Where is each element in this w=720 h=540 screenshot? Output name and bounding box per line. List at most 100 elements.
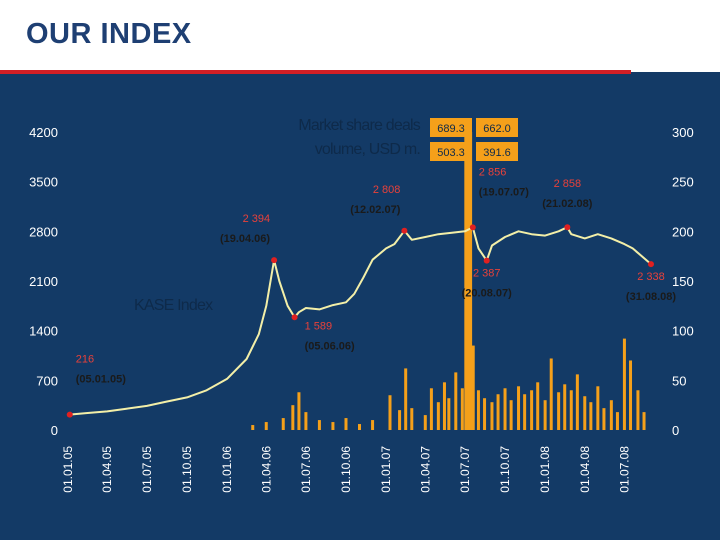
volume-callout-box (430, 118, 472, 137)
volume-callout-value: 391.6 (483, 147, 511, 159)
volume-bar (583, 396, 587, 430)
annotation-date: (21.02.08) (542, 198, 592, 210)
x-tick-label: 01.07.06 (299, 446, 313, 493)
volume-bars (251, 132, 646, 430)
x-tick-label: 01.04.07 (418, 446, 432, 493)
volume-bar (543, 400, 547, 430)
volume-series-label-line1: Market share deals (298, 117, 420, 134)
kase-index-chart: 0 700 1400 2100 2800 3500 4200 0 50 100 150 200 250… (29, 117, 694, 493)
volume-bar (589, 402, 593, 430)
volume-bar (251, 425, 255, 430)
volume-bar (530, 390, 534, 430)
x-tick-label: 01.10.06 (339, 446, 353, 493)
x-tick-label: 01.04.06 (259, 446, 273, 493)
index-series-label: KASE Index (134, 297, 213, 314)
annotation-labels: 216 (05.01.05) 2 394 (19.04.06) 1 589 (05.06.… (76, 166, 677, 385)
annotation-marker (291, 314, 298, 321)
left-tick-label: 1400 (29, 324, 58, 339)
annotation-date: (05.01.05) (76, 374, 126, 386)
volume-bar (609, 400, 613, 430)
annotation-value: 1 589 (305, 320, 333, 332)
volume-bar (398, 410, 402, 430)
annotation-marker (271, 257, 278, 264)
annotation-date: (20.08.07) (462, 288, 512, 300)
volume-bar (388, 395, 392, 430)
volume-bar (476, 390, 480, 430)
volume-bar (602, 408, 606, 430)
volume-callout-box (430, 142, 472, 161)
annotation-value: 216 (76, 354, 94, 366)
annotation-markers (66, 224, 654, 418)
volume-bar (549, 358, 553, 430)
annotation-value: 2 387 (473, 268, 501, 280)
volume-bar (642, 412, 646, 430)
left-tick-label: 2100 (29, 274, 58, 289)
x-tick-label: 01.04.08 (578, 446, 592, 493)
right-tick-label: 50 (672, 373, 686, 388)
volume-bar (636, 390, 640, 430)
volume-bar (358, 424, 361, 430)
volume-bar (436, 402, 440, 430)
volume-bar (429, 388, 433, 430)
volume-bar (629, 360, 633, 430)
volume-bar (523, 394, 527, 430)
volume-bar (503, 388, 507, 430)
volume-bar (490, 402, 494, 430)
volume-bar (483, 398, 487, 430)
volume-bar (423, 415, 427, 430)
volume-bar (264, 422, 268, 430)
volume-callout-box (476, 118, 518, 137)
x-tick-label: 01.01.06 (220, 446, 234, 493)
volume-bar (331, 422, 335, 430)
x-tick-label: 01.10.07 (498, 446, 512, 493)
x-tick-label: 01.07.05 (140, 446, 154, 493)
annotation-marker (648, 261, 654, 268)
volume-callout-box (476, 142, 518, 161)
volume-bar (471, 345, 475, 430)
header-band (0, 0, 720, 72)
volume-bar (467, 132, 471, 430)
annotation-marker (469, 224, 476, 231)
annotation-marker (564, 224, 571, 231)
volume-bar (563, 384, 567, 430)
volume-callouts: 689.3 662.0 503.3 391.6 (430, 118, 518, 161)
annotation-marker (401, 227, 408, 234)
right-tick-label: 300 (672, 125, 694, 140)
right-tick-label: 200 (672, 224, 694, 239)
x-tick-label: 01.10.05 (180, 446, 194, 493)
annotation-value: 2 808 (373, 184, 401, 196)
x-tick-label: 01.01.05 (61, 446, 75, 493)
x-tick-label: 01.01.07 (379, 446, 393, 493)
volume-bar (297, 392, 301, 430)
index-line (67, 226, 652, 416)
left-tick-label: 2800 (29, 224, 58, 239)
page-title: OUR INDEX (26, 18, 192, 50)
annotation-value: 2 856 (479, 166, 507, 178)
volume-callout-value: 503.3 (437, 147, 465, 159)
left-tick-label: 3500 (29, 175, 58, 190)
right-axis-ticks: 0 50 100 150 200 250 300 (672, 125, 694, 438)
volume-bar (291, 405, 295, 430)
volume-bar (304, 412, 308, 430)
x-tick-label: 01.04.05 (100, 446, 114, 493)
volume-series-label-line2: volume, USD m. (315, 141, 420, 158)
x-tick-label: 01.07.07 (458, 446, 472, 493)
volume-callout-value: 689.3 (437, 123, 465, 135)
volume-bar (536, 382, 540, 430)
annotation-value: 2 338 (637, 271, 665, 283)
x-tick-label: 01.07.08 (617, 446, 631, 493)
volume-bar (317, 420, 321, 430)
volume-bar (557, 392, 561, 430)
volume-bar (410, 408, 414, 430)
annotation-date: (05.06.06) (305, 340, 355, 352)
x-axis-ticks: 01.01.05 01.04.05 01.07.05 01.10.05 01.01.06… (61, 446, 631, 493)
annotation-date: (12.02.07) (350, 204, 400, 216)
right-tick-label: 150 (672, 274, 694, 289)
volume-bar (371, 420, 375, 430)
volume-bar (517, 386, 521, 430)
annotation-marker (483, 257, 490, 264)
volume-bar (596, 386, 600, 430)
volume-bar (569, 390, 573, 430)
left-axis-ticks: 0 700 1400 2100 2800 3500 4200 (29, 125, 58, 438)
annotation-marker (66, 411, 73, 418)
